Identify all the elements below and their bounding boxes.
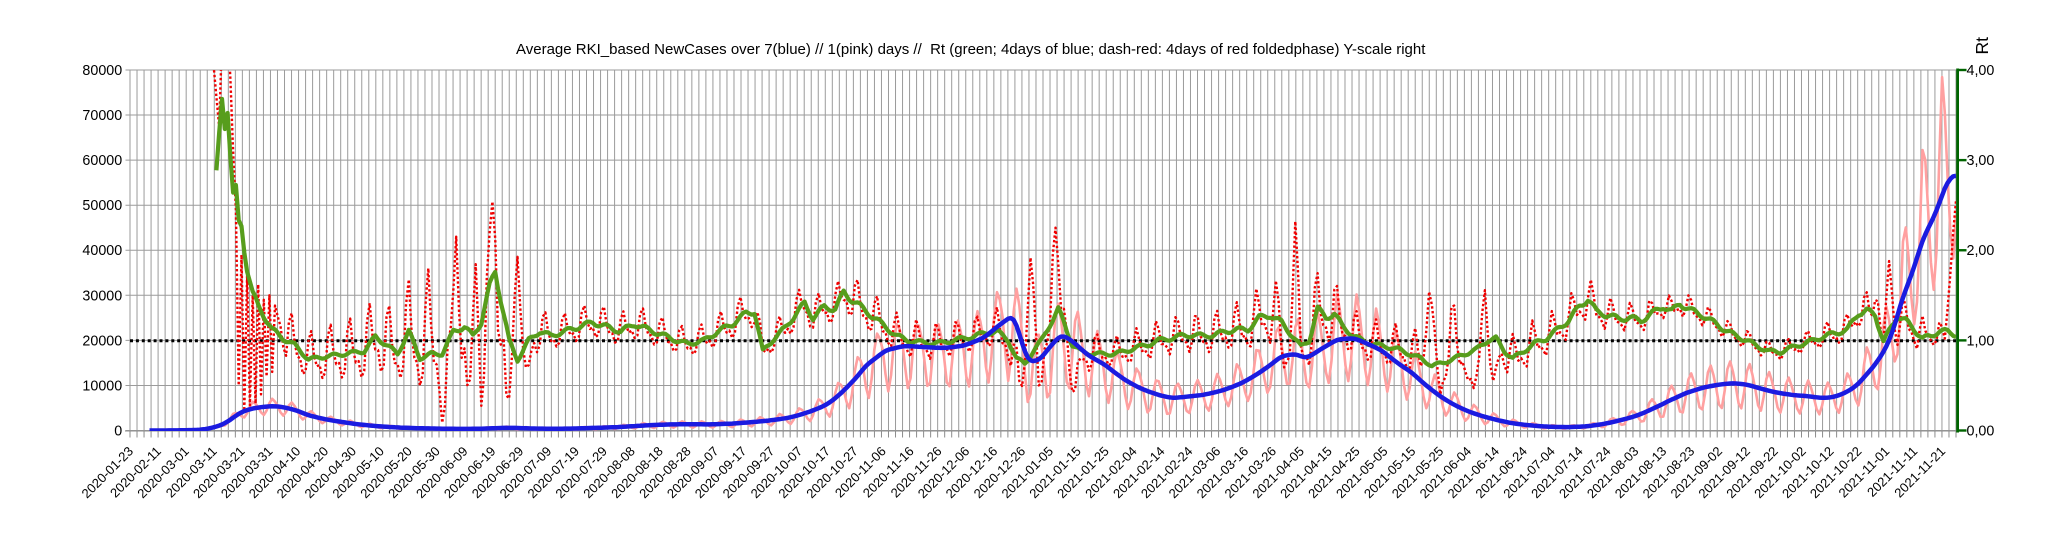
svg-text:4,00: 4,00 — [1967, 63, 1995, 79]
svg-text:1,00: 1,00 — [1967, 333, 1995, 349]
svg-text:40000: 40000 — [82, 243, 122, 259]
svg-text:0,00: 0,00 — [1967, 424, 1995, 440]
svg-text:Average RKI_based NewCases ove: Average RKI_based NewCases over 7(blue) … — [516, 41, 1426, 58]
svg-text:0: 0 — [114, 424, 122, 440]
svg-text:10000: 10000 — [82, 378, 122, 394]
svg-text:2,00: 2,00 — [1967, 243, 1995, 259]
svg-text:20000: 20000 — [82, 333, 122, 349]
svg-text:30000: 30000 — [82, 288, 122, 304]
svg-text:Rt: Rt — [1972, 37, 1992, 55]
svg-text:80000: 80000 — [82, 63, 122, 79]
svg-text:50000: 50000 — [82, 198, 122, 214]
svg-text:3,00: 3,00 — [1967, 153, 1995, 169]
svg-text:60000: 60000 — [82, 153, 122, 169]
svg-text:70000: 70000 — [82, 108, 122, 124]
